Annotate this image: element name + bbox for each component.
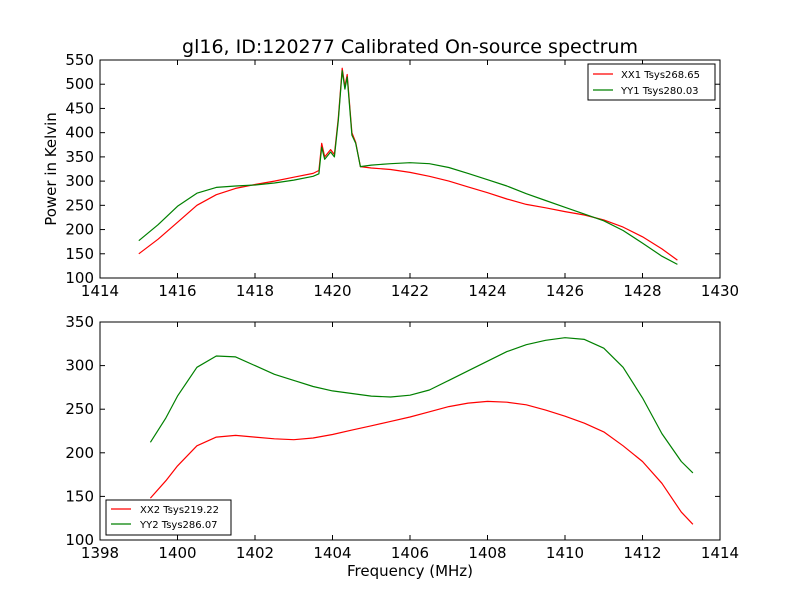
y-tick-label: 250 (65, 400, 94, 418)
y-tick-label: 500 (65, 75, 94, 93)
ticks-layer: 1398 1400 1402 1404 1406 1408 1410 1412 1414 100 1… (65, 313, 739, 562)
plot-frame (99, 321, 721, 541)
x-tick-label: 1404 (313, 544, 351, 562)
x-tick-label: 1418 (236, 282, 274, 300)
legend-box (105, 499, 232, 536)
x-tick-label: 1412 (623, 544, 661, 562)
y-tick-label: 150 (65, 245, 94, 263)
x-tick-label: 1410 (546, 544, 584, 562)
y-tick-label: 550 (65, 51, 94, 69)
x-tick-label: 1424 (468, 282, 506, 300)
y-tick-label: 250 (65, 196, 94, 214)
legend: XX2 Tsys219.22 YY2 Tsys286.07 (105, 499, 232, 536)
y-tick-label: 300 (65, 172, 94, 190)
y-tick-label: 200 (65, 444, 94, 462)
x-tick-label: 1414 (81, 282, 119, 300)
y-tick-label: 150 (65, 487, 94, 505)
series-line-yy1 (138, 70, 678, 265)
x-tick-label: 1414 (701, 544, 739, 562)
top-chart: gl16, ID:120277 Calibrated On-source spe… (42, 36, 739, 300)
x-tick-label: 1422 (391, 282, 429, 300)
y-tick-label: 350 (65, 313, 94, 331)
series-layer (149, 337, 694, 525)
plot-frame (99, 59, 721, 279)
legend-label-yy1: YY1 Tsys280.03 (620, 86, 699, 97)
x-tick-label: 1408 (468, 544, 506, 562)
y-axis-label: Power in Kelvin (42, 112, 60, 226)
x-tick-label: 1420 (313, 282, 351, 300)
x-tick-label: 1430 (701, 282, 739, 300)
x-tick-label: 1428 (623, 282, 661, 300)
legend-label-xx1: XX1 Tsys268.65 (621, 70, 700, 81)
ticks-layer: 1414 1416 1418 1420 1422 1424 1426 1428 1430 100 1… (65, 51, 739, 300)
bottom-chart: Frequency (MHz) 1398 1400 1402 1404 1406 1408… (65, 313, 739, 580)
series-line-yy2 (149, 337, 694, 474)
series-line-xx2 (149, 400, 694, 525)
y-tick-label: 300 (65, 357, 94, 375)
x-tick-label: 1426 (546, 282, 584, 300)
y-tick-label: 100 (65, 531, 94, 549)
x-tick-label: 1406 (391, 544, 429, 562)
y-tick-label: 400 (65, 124, 94, 142)
series-layer (138, 67, 678, 265)
x-tick-label: 1402 (236, 544, 274, 562)
legend-box (587, 63, 716, 101)
x-axis-label: Frequency (MHz) (347, 562, 473, 580)
legend-label-xx2: XX2 Tsys219.22 (140, 505, 219, 516)
x-tick-label: 1416 (158, 282, 196, 300)
y-tick-label: 450 (65, 99, 94, 117)
x-tick-label: 1398 (81, 544, 119, 562)
y-tick-label: 200 (65, 221, 94, 239)
y-tick-label: 100 (65, 269, 94, 287)
y-tick-label: 350 (65, 148, 94, 166)
x-tick-label: 1400 (158, 544, 196, 562)
legend: XX1 Tsys268.65 YY1 Tsys280.03 (587, 63, 716, 101)
chart-title: gl16, ID:120277 Calibrated On-source spe… (182, 36, 638, 58)
legend-label-yy2: YY2 Tsys286.07 (139, 520, 218, 531)
